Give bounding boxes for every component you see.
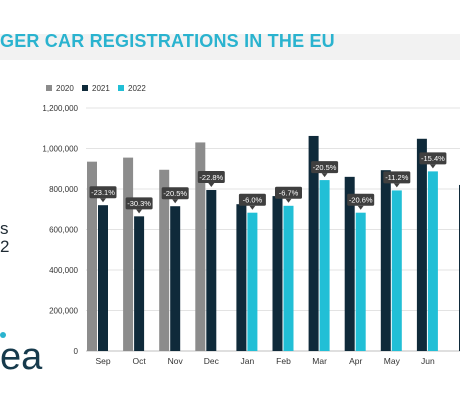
callout-box: [383, 171, 411, 184]
callout-box: [311, 161, 339, 174]
side-text-line1: s: [0, 219, 9, 238]
callout-label: -20.6%: [349, 195, 373, 204]
callout-label: -30.3%: [127, 199, 151, 208]
x-tick-label: May: [384, 356, 401, 366]
logo-text: ea: [0, 336, 43, 378]
callout-label: -11.2%: [385, 173, 409, 182]
chart-title: GER CAR REGISTRATIONS IN THE EU: [0, 31, 335, 51]
logo-dot: [0, 332, 6, 338]
callout-pointer: [249, 205, 256, 210]
callout-box: [197, 171, 225, 184]
bar-2021: [170, 206, 181, 351]
x-tick-label: Oct: [132, 356, 146, 366]
callout-pointer: [208, 183, 215, 188]
bar-2022: [391, 190, 402, 351]
bar-2022: [355, 212, 366, 351]
callout-pointer: [429, 164, 436, 169]
bar-2022: [427, 171, 438, 351]
x-tick-label: Sep: [95, 356, 110, 366]
callout-label: -20.5%: [313, 163, 337, 172]
callout-box: [347, 193, 375, 206]
bar-2021: [98, 205, 108, 351]
y-tick-label: 600,000: [49, 226, 78, 235]
legend-label: 2020: [56, 84, 74, 93]
bar-2021: [380, 170, 391, 351]
callout-label: -6.0%: [243, 195, 263, 204]
legend-swatch: [46, 85, 52, 91]
bar-2022: [247, 212, 258, 351]
bar-2021: [236, 204, 247, 351]
bar-2021: [272, 196, 283, 351]
callout-label: -23.1%: [91, 188, 115, 197]
callout-label: -20.5%: [163, 189, 187, 198]
y-tick-label: 800,000: [49, 185, 78, 194]
callout-pointer: [136, 209, 143, 214]
x-tick-label: Nov: [168, 356, 184, 366]
bar-2020: [195, 142, 206, 351]
bar-2021: [308, 135, 319, 351]
side-text-line2: 2: [0, 237, 10, 256]
title-bar: [0, 34, 460, 60]
x-tick-label: Dec: [204, 356, 220, 366]
x-tick-label: Mar: [312, 356, 327, 366]
y-tick-label: 1,000,000: [42, 145, 78, 154]
bar-2020: [123, 157, 134, 351]
bar-2022: [319, 180, 330, 351]
legend-label: 2021: [92, 84, 110, 93]
callout-box: [275, 186, 302, 199]
x-tick-label: Jan: [241, 356, 255, 366]
callout-pointer: [172, 199, 179, 204]
y-tick-label: 1,200,000: [42, 104, 78, 113]
callout-label: -22.8%: [199, 173, 223, 182]
bar-2021: [134, 216, 145, 351]
callout-pointer: [393, 183, 400, 188]
x-tick-label: Apr: [349, 356, 362, 366]
callout-label: -6.7%: [279, 189, 299, 198]
y-tick-label: 400,000: [49, 266, 78, 275]
callout-box: [89, 186, 117, 199]
bar-2021: [416, 138, 427, 351]
bar-2020: [159, 169, 170, 351]
callout-pointer: [100, 198, 106, 203]
legend-label: 2022: [128, 84, 146, 93]
callout-pointer: [357, 205, 364, 210]
legend-swatch: [82, 85, 88, 91]
bar-2020: [87, 161, 97, 351]
callout-pointer: [285, 198, 292, 203]
y-tick-label: 200,000: [49, 307, 78, 316]
callout-box: [419, 152, 447, 165]
callout-box: [125, 197, 153, 210]
callout-pointer: [321, 173, 328, 178]
bar-2021: [344, 176, 355, 351]
callout-box: [161, 187, 189, 200]
x-tick-label: Jun: [421, 356, 435, 366]
y-tick-label: 0: [74, 347, 79, 356]
callout-label: -15.4%: [421, 154, 445, 163]
bar-2022: [283, 205, 294, 351]
x-tick-label: Feb: [276, 356, 291, 366]
bar-2021: [206, 190, 217, 351]
legend-swatch: [118, 85, 124, 91]
callout-box: [238, 193, 266, 206]
